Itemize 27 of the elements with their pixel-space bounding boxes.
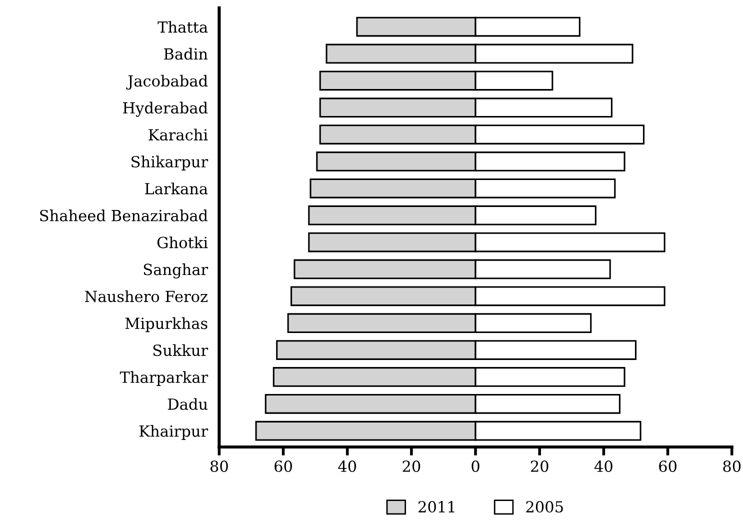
y-tick-label: Mipurkhas xyxy=(125,317,208,332)
x-tick-label: 40 xyxy=(338,460,356,472)
x-tick-label: 80 xyxy=(723,460,741,472)
x-tick-label: 60 xyxy=(274,460,292,472)
y-tick-label: Khairpur xyxy=(139,425,208,440)
x-tick-label: 40 xyxy=(594,460,612,472)
y-tick-label: Karachi xyxy=(148,128,208,141)
y-tick-label: Sukkur xyxy=(153,344,208,356)
x-tick-label: 20 xyxy=(530,460,548,472)
x-tick-label: 20 xyxy=(402,460,420,472)
y-tick-label: Hyderabad xyxy=(123,102,208,117)
x-tick-label: 0 xyxy=(472,460,480,472)
y-tick-label: Badin xyxy=(164,48,208,60)
y-tick-label: Thatta xyxy=(158,20,208,33)
y-tick-label: Larkana xyxy=(145,182,208,194)
y-tick-label: Jacobabad xyxy=(126,74,208,90)
y-tick-label: Ghotki xyxy=(157,236,208,248)
x-tick-label: 60 xyxy=(659,460,676,472)
y-tick-label: Naushero Feroz xyxy=(85,290,208,302)
y-tick-label: Dadu xyxy=(168,398,208,410)
y-tick-label: Tharparkar xyxy=(120,371,208,386)
legend-label: 2005 xyxy=(526,501,563,513)
y-tick-label: Shikarpur xyxy=(132,156,208,170)
y-tick-label: Shaheed Benazirabad xyxy=(40,210,208,222)
legend-label: 2011 xyxy=(418,501,454,513)
y-tick-label: Sanghar xyxy=(144,263,208,278)
x-tick-label: 80 xyxy=(210,460,228,472)
